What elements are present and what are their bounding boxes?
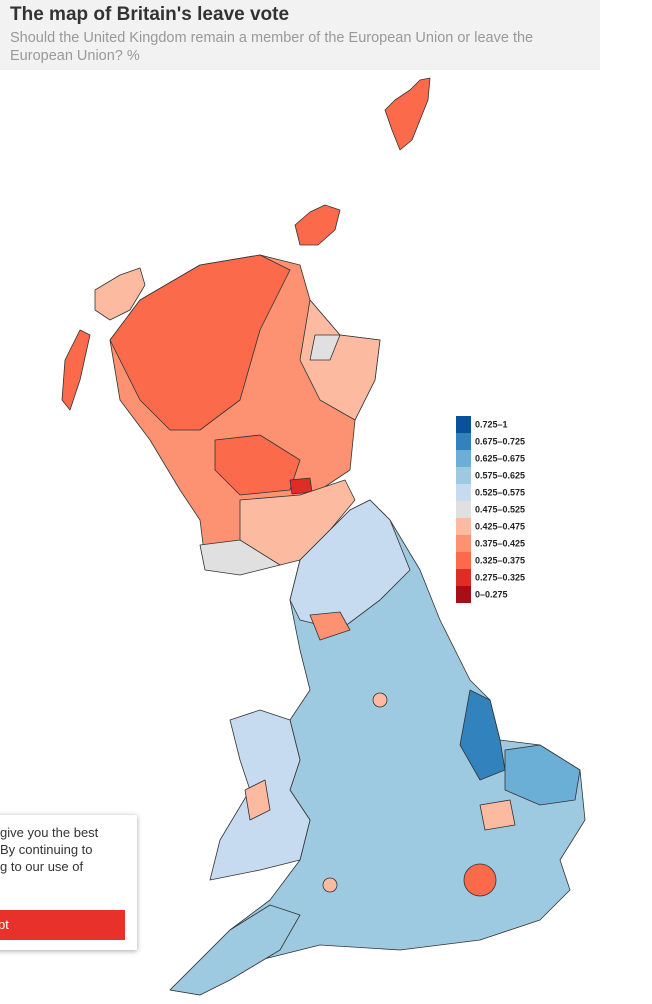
cumbria-lake — [309, 611, 351, 641]
legend-swatch — [456, 450, 471, 467]
legend-label: 0.275–0.325 — [475, 573, 525, 583]
legend-swatch — [456, 518, 471, 535]
western-isles — [94, 267, 146, 321]
accept-button[interactable]: pt — [0, 910, 125, 940]
legend-label: 0–0.275 — [475, 590, 508, 600]
edinburgh — [289, 477, 313, 495]
legend-label: 0.425–0.475 — [475, 522, 525, 532]
ceredigion — [244, 779, 271, 821]
legend-label: 0.475–0.525 — [475, 505, 525, 515]
legend-swatch — [456, 586, 471, 603]
shetland — [384, 77, 431, 151]
subtitle: Should the United Kingdom remain a membe… — [10, 30, 534, 46]
legend-swatch — [456, 433, 471, 450]
cookie-banner: give you the best By continuing to g to … — [0, 815, 137, 950]
legend-swatch — [456, 416, 471, 433]
header: The map of Britain's leave vote Should t… — [0, 0, 600, 70]
dumfries — [199, 539, 281, 576]
southwest — [169, 904, 301, 996]
legend-swatch — [456, 569, 471, 586]
legend-label: 0.525–0.575 — [475, 488, 525, 498]
cookie-text: By continuing to — [0, 842, 93, 857]
title: The map of Britain's leave vote — [10, 4, 290, 25]
london — [463, 863, 497, 897]
moray — [309, 334, 341, 361]
western-isles — [61, 329, 91, 411]
bristol — [322, 877, 338, 893]
legend-swatch — [456, 467, 471, 484]
subtitle: European Union? % — [10, 48, 140, 64]
legend-swatch — [456, 552, 471, 569]
legend-label: 0.625–0.675 — [475, 454, 525, 464]
aberdeenshire — [299, 299, 381, 421]
legend-swatch — [456, 501, 471, 518]
manchester — [372, 692, 388, 708]
cambridge — [479, 799, 516, 831]
legend-label: 0.375–0.425 — [475, 539, 525, 549]
legend-swatch — [456, 484, 471, 501]
legend-label: 0.325–0.375 — [475, 556, 525, 566]
orkney — [294, 204, 341, 246]
norfolk — [504, 744, 581, 806]
cookie-text: give you the best — [0, 825, 99, 840]
cookie-text: g to our use of — [0, 859, 84, 874]
highlands — [109, 254, 291, 431]
legend-label: 0.575–0.625 — [475, 471, 525, 481]
legend-label: 0.725–1 — [475, 420, 508, 430]
legend-swatch — [456, 535, 471, 552]
legend-label: 0.675–0.725 — [475, 437, 525, 447]
central-belt — [214, 434, 301, 496]
north-england — [289, 499, 411, 631]
